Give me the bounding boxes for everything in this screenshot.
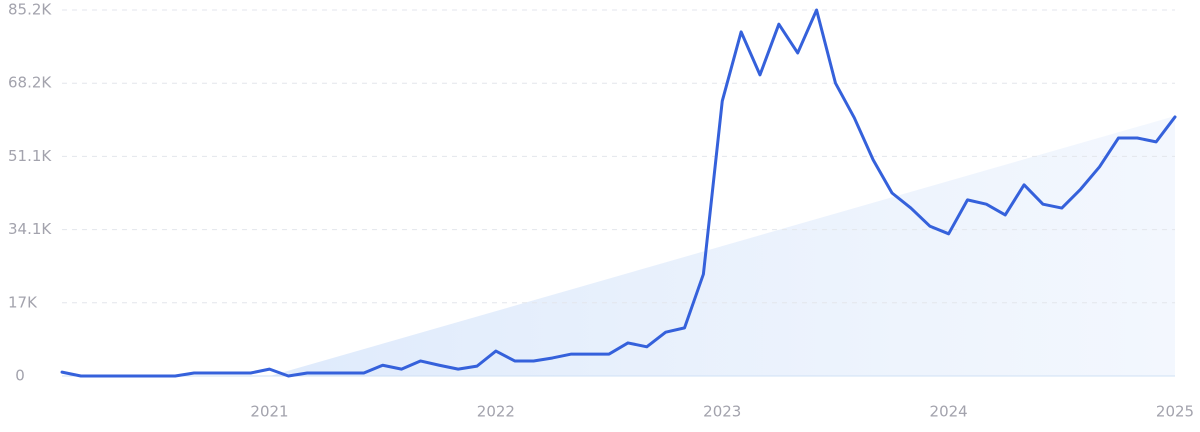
- y-tick-label: 68.2K: [8, 74, 52, 92]
- y-tick-label: 85.2K: [8, 1, 52, 19]
- y-tick-label: 34.1K: [8, 220, 52, 238]
- x-tick-label: 2021: [250, 403, 288, 421]
- x-tick-label: 2022: [477, 403, 515, 421]
- x-tick-label: 2023: [703, 403, 741, 421]
- y-tick-label: 0: [15, 367, 25, 385]
- x-tick-label: 2025: [1156, 403, 1194, 421]
- x-tick-label: 2024: [930, 403, 968, 421]
- y-tick-label: 17K: [8, 293, 38, 311]
- trend-area: [270, 116, 1175, 376]
- y-tick-label: 51.1K: [8, 147, 52, 165]
- line-series: [60, 8, 1177, 378]
